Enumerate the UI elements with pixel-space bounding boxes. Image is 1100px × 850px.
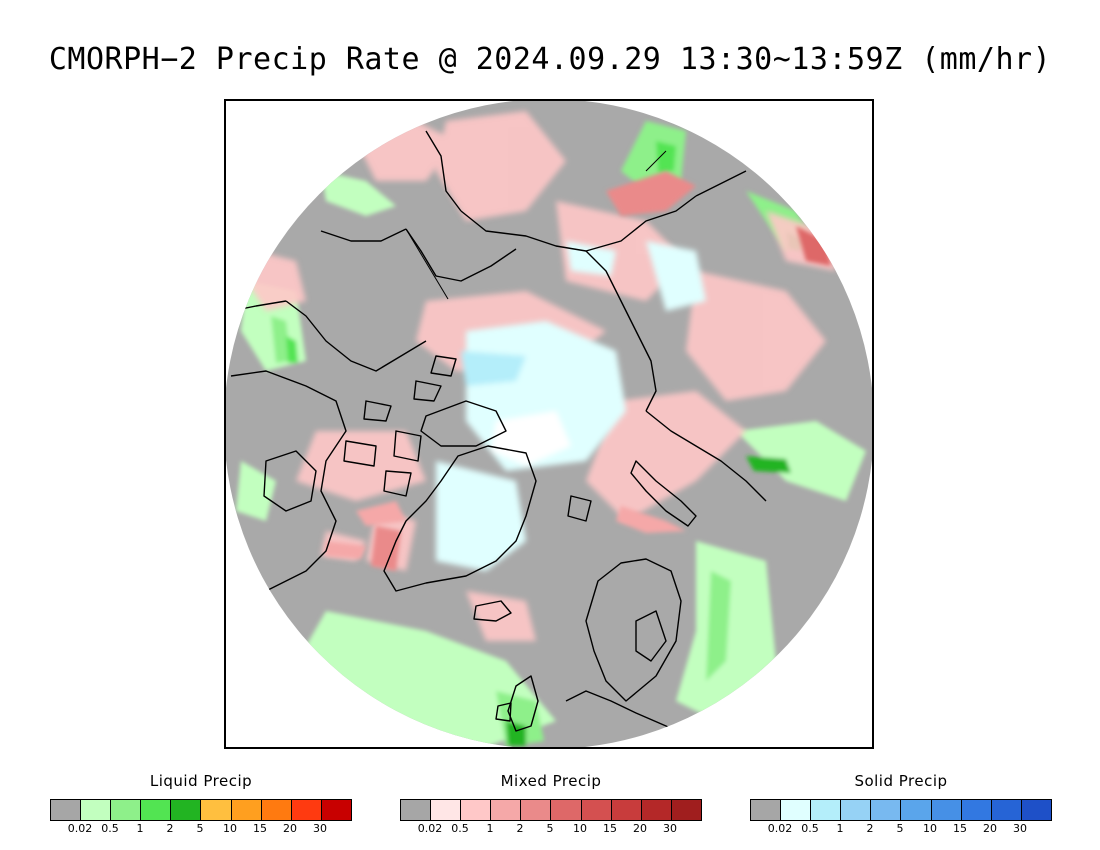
legend-tick-labels: 0.02 0.5 1 2 5 10 15 20 30 [50, 822, 352, 836]
legend-title: Solid Precip [854, 772, 948, 790]
legend-swatch [671, 800, 701, 820]
legend-tick: 10 [923, 822, 937, 835]
legend-title: Mixed Precip [500, 772, 602, 790]
legend-swatch [461, 800, 492, 820]
legend-swatch [811, 800, 842, 820]
legend-tick: 5 [896, 822, 904, 835]
polar-precip-map [226, 101, 872, 747]
legend-title: Liquid Precip [149, 772, 253, 790]
legend-swatch [871, 800, 902, 820]
legend-tick: 30 [313, 822, 327, 835]
legend-tick-labels: 0.02 0.5 1 2 5 10 15 20 30 [400, 822, 702, 836]
legend-liquid-precip: Liquid Precip 0.02 0.5 1 2 5 10 15 20 30 [50, 772, 352, 835]
legend-swatch [491, 800, 522, 820]
legend-swatch [991, 800, 1022, 820]
legend-color-bar [400, 799, 702, 821]
legend-tick: 15 [253, 822, 267, 835]
legend-tick: 0.02 [417, 822, 443, 835]
solid-precip-areas [436, 241, 706, 571]
mixed-precip-heavy [326, 171, 831, 571]
legend-swatch [611, 800, 642, 820]
legend-tick: 2 [166, 822, 174, 835]
coastlines [230, 130, 767, 742]
legend-tick: 10 [573, 822, 587, 835]
legend-swatch [201, 800, 232, 820]
legend-tick: 0.02 [767, 822, 793, 835]
map-frame [224, 99, 874, 749]
legend-swatch [321, 800, 351, 820]
legend-tick: 5 [546, 822, 554, 835]
legend-color-bar [50, 799, 352, 821]
legend-swatch [231, 800, 262, 820]
legend-swatch [141, 800, 172, 820]
legend-swatch [551, 800, 582, 820]
legend-tick: 1 [486, 822, 494, 835]
legend-swatch [581, 800, 612, 820]
legend-tick: 2 [516, 822, 524, 835]
legend-swatch [961, 800, 992, 820]
legend-tick: 2 [866, 822, 874, 835]
legend-mixed-precip: Mixed Precip 0.02 0.5 1 2 5 10 15 20 30 [400, 772, 702, 835]
legend-swatch [431, 800, 462, 820]
legend-swatch [841, 800, 872, 820]
legend-swatch [261, 800, 292, 820]
legend-swatch [51, 800, 82, 820]
legend-tick: 10 [223, 822, 237, 835]
legend-tick: 5 [196, 822, 204, 835]
legend-swatch [171, 800, 202, 820]
legend-tick: 15 [603, 822, 617, 835]
legend-swatch [781, 800, 812, 820]
legend-tick: 20 [633, 822, 647, 835]
legend-swatch [901, 800, 932, 820]
legend-tick: 1 [836, 822, 844, 835]
legend-tick: 20 [283, 822, 297, 835]
legend-tick: 0.5 [101, 822, 119, 835]
legend-color-bar [750, 799, 1052, 821]
legend-swatch [111, 800, 142, 820]
legend-tick-labels: 0.02 0.5 1 2 5 10 15 20 30 [750, 822, 1052, 836]
legend-swatch [641, 800, 672, 820]
legend-solid-precip: Solid Precip 0.02 0.5 1 2 5 10 15 20 30 [750, 772, 1052, 835]
legend-swatch [291, 800, 322, 820]
legend-swatch [401, 800, 432, 820]
legend-swatch [81, 800, 112, 820]
map-title: CMORPH−2 Precip Rate @ 2024.09.29 13:30~… [48, 42, 1052, 77]
legend-tick: 0.5 [801, 822, 819, 835]
legend-tick: 1 [136, 822, 144, 835]
legend-tick: 0.5 [451, 822, 469, 835]
legend-swatch [521, 800, 552, 820]
legend-swatch [931, 800, 962, 820]
legend-tick: 20 [983, 822, 997, 835]
legend-tick: 30 [663, 822, 677, 835]
legend-swatch [751, 800, 782, 820]
legend-tick: 0.02 [67, 822, 93, 835]
legend-tick: 15 [953, 822, 967, 835]
legend-tick: 30 [1013, 822, 1027, 835]
legend-swatch [1021, 800, 1051, 820]
